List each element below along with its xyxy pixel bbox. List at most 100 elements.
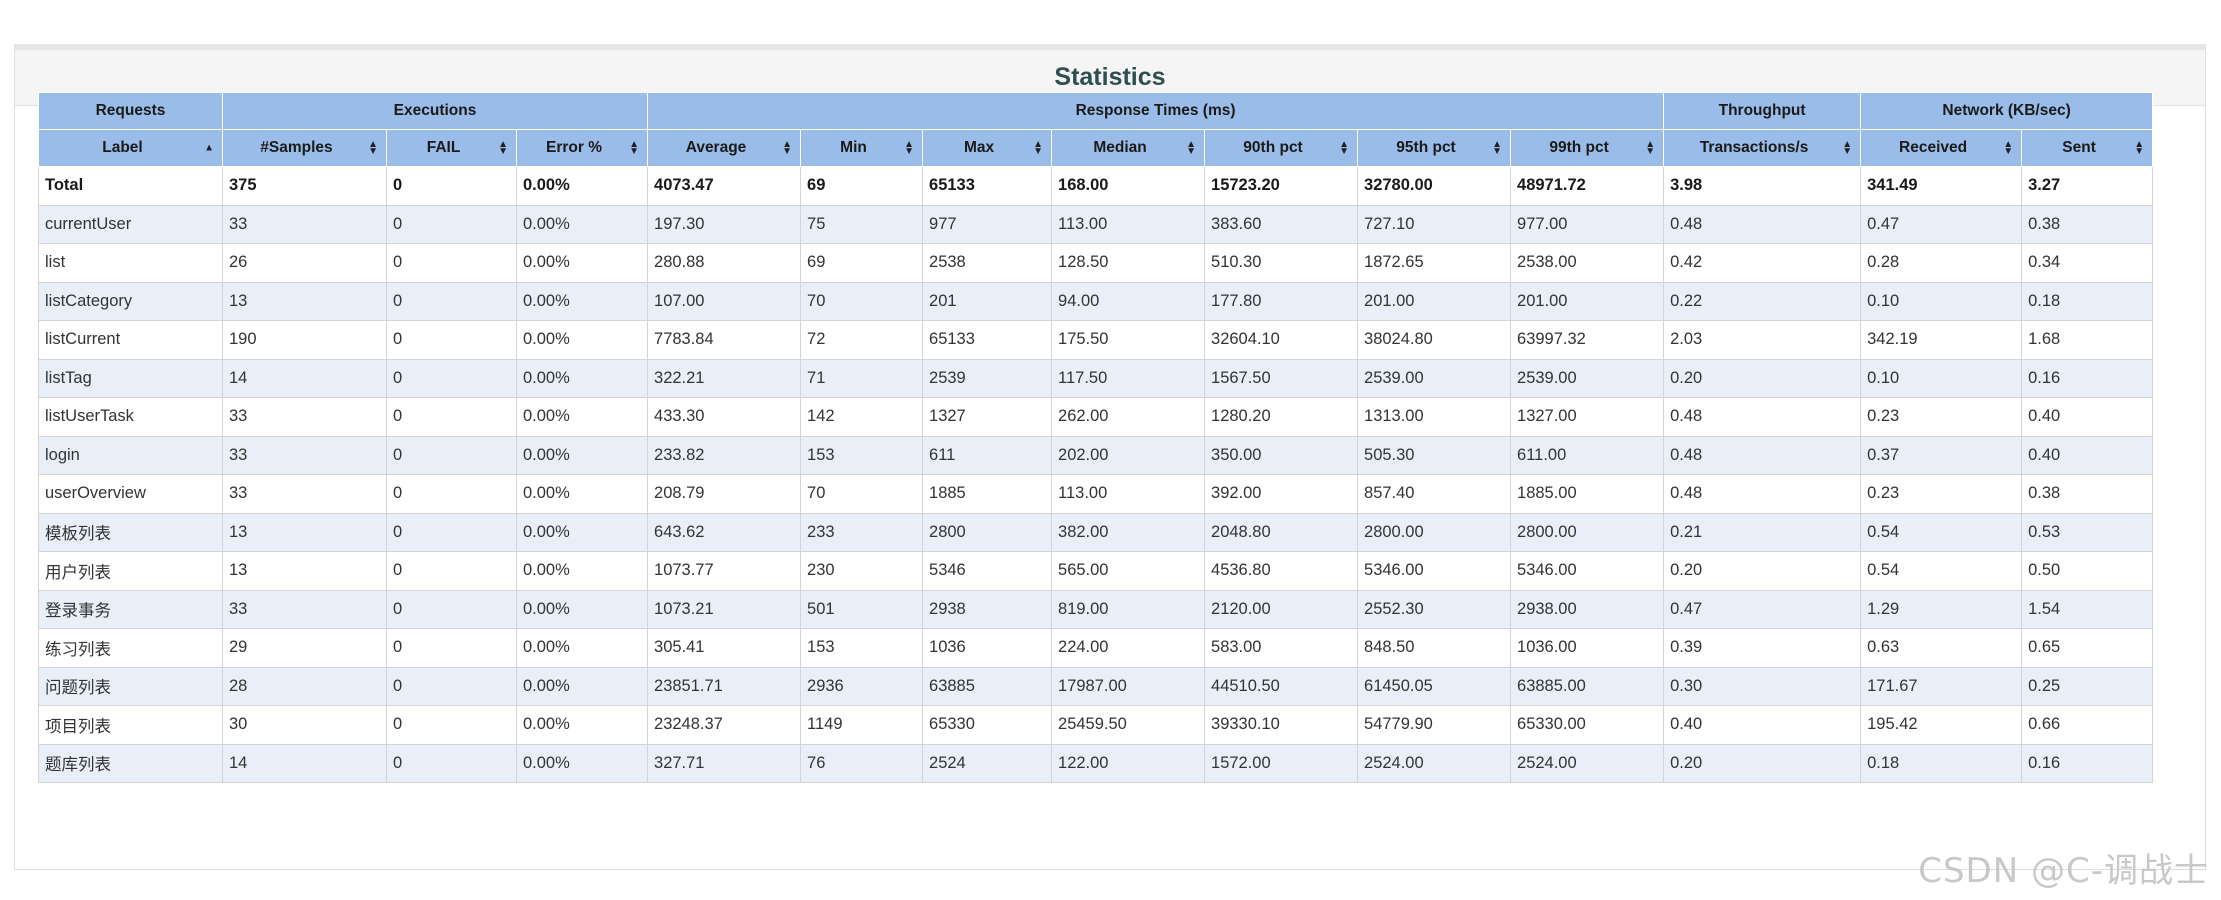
- column-header[interactable]: Label ▲: [38, 129, 223, 167]
- table-cell: 1036: [922, 628, 1053, 668]
- column-header[interactable]: Received ▲ ▼: [1860, 129, 2023, 167]
- sort-both-icon[interactable]: ▲ ▼: [498, 139, 508, 157]
- sort-ascending-icon[interactable]: ▲: [204, 142, 214, 154]
- statistics-table: Requests Executions Response Times (ms) Thr…: [38, 92, 2154, 783]
- table-cell: 0: [386, 589, 517, 629]
- table-cell: 2524.00: [1510, 743, 1665, 783]
- table-cell: 2538.00: [1510, 243, 1665, 283]
- row-label-cell: listCategory: [38, 281, 223, 321]
- column-header[interactable]: 95th pct ▲ ▼: [1357, 129, 1512, 167]
- table-cell: 13: [222, 281, 387, 321]
- sort-both-icon[interactable]: ▲ ▼: [2134, 139, 2145, 157]
- table-cell: 1.29: [1860, 589, 2023, 629]
- table-cell: 197.30: [647, 204, 802, 244]
- table-cell: 2800.00: [1510, 512, 1665, 552]
- table-row: userOverview 33 0 0.00% 208.79 70 1885 113.00 39…: [38, 474, 2154, 514]
- table-cell: 5346.00: [1510, 551, 1665, 591]
- column-header[interactable]: #Samples ▲ ▼: [222, 129, 387, 167]
- table-cell: 23248.37: [647, 705, 802, 745]
- sort-both-icon[interactable]: ▲ ▼: [1339, 139, 1350, 157]
- table-cell: 44510.50: [1204, 666, 1359, 706]
- sort-both-icon[interactable]: ▲ ▼: [368, 139, 378, 157]
- table-cell: 0: [386, 281, 517, 321]
- table-cell: 76: [800, 743, 924, 783]
- table-row: listCurrent 190 0 0.00% 7783.84 72 65133 175.50…: [38, 320, 2154, 360]
- table-cell: 48971.72: [1510, 166, 1665, 206]
- sort-both-icon[interactable]: ▲ ▼: [1186, 139, 1197, 157]
- table-cell: 727.10: [1357, 204, 1512, 244]
- table-cell: 33: [222, 589, 387, 629]
- row-label-cell: 练习列表: [38, 628, 223, 668]
- table-cell: 32780.00: [1357, 166, 1512, 206]
- sort-both-icon[interactable]: ▲ ▼: [2003, 139, 2014, 157]
- table-cell: 0.00%: [515, 474, 649, 514]
- table-cell: 13: [222, 512, 387, 552]
- table-cell: 2538: [922, 243, 1053, 283]
- table-cell: 107.00: [647, 281, 802, 321]
- table-cell: 0.23: [1860, 474, 2023, 514]
- sort-both-icon[interactable]: ▲ ▼: [1645, 139, 1656, 157]
- column-header[interactable]: FAIL ▲ ▼: [386, 129, 517, 167]
- table-row: 模板列表 13 0 0.00% 643.62 233 2800 382.00 2048.80 28…: [38, 512, 2154, 552]
- table-cell: 0.48: [1663, 435, 1862, 475]
- watermark: CSDN @C-调战士: [1918, 851, 2209, 891]
- column-header[interactable]: 90th pct ▲ ▼: [1204, 129, 1359, 167]
- table-cell: 0.00%: [515, 281, 649, 321]
- table-cell: 201.00: [1357, 281, 1512, 321]
- sort-both-icon[interactable]: ▲ ▼: [1492, 139, 1503, 157]
- table-cell: 0.30: [1663, 666, 1862, 706]
- table-cell: 94.00: [1051, 281, 1206, 321]
- sort-both-icon[interactable]: ▲ ▼: [629, 139, 640, 157]
- column-header[interactable]: Median ▲ ▼: [1051, 129, 1206, 167]
- column-header[interactable]: Average ▲ ▼: [647, 129, 802, 167]
- column-header-label: Max: [963, 139, 995, 156]
- column-header[interactable]: Transactions/s ▲ ▼: [1663, 129, 1862, 167]
- table-cell: 0.21: [1663, 512, 1862, 552]
- table-cell: 341.49: [1860, 166, 2023, 206]
- table-cell: 29: [222, 628, 387, 668]
- table-cell: 69: [800, 243, 924, 283]
- sort-both-icon[interactable]: ▲ ▼: [1842, 139, 1853, 157]
- table-cell: 233.82: [647, 435, 802, 475]
- table-cell: 0.47: [1860, 204, 2023, 244]
- column-header[interactable]: Sent ▲ ▼: [2021, 129, 2154, 167]
- table-cell: 0: [386, 243, 517, 283]
- table-cell: 977.00: [1510, 204, 1665, 244]
- table-row: 问题列表 28 0 0.00% 23851.71 2936 63885 17987.00 445…: [38, 666, 2154, 706]
- column-header[interactable]: Error % ▲ ▼: [515, 129, 649, 167]
- table-cell: 1572.00: [1204, 743, 1359, 783]
- table-cell: 153: [800, 435, 924, 475]
- table-cell: 2120.00: [1204, 589, 1359, 629]
- table-cell: 65133: [922, 320, 1053, 360]
- panel-title: Statistics: [1054, 63, 1166, 91]
- column-header[interactable]: Max ▲ ▼: [922, 129, 1053, 167]
- table-cell: 0.00%: [515, 666, 649, 706]
- table-cell: 583.00: [1204, 628, 1359, 668]
- row-label-cell: currentUser: [38, 204, 223, 244]
- table-cell: 61450.05: [1357, 666, 1512, 706]
- table-cell: 2800: [922, 512, 1053, 552]
- table-cell: 65133: [922, 166, 1053, 206]
- table-cell: 2936: [800, 666, 924, 706]
- table-cell: 1073.21: [647, 589, 802, 629]
- table-cell: 0.54: [1860, 551, 2023, 591]
- table-cell: 0: [386, 166, 517, 206]
- sort-both-icon[interactable]: ▲ ▼: [904, 139, 915, 157]
- table-cell: 1036.00: [1510, 628, 1665, 668]
- table-cell: 195.42: [1860, 705, 2023, 745]
- table-cell: 383.60: [1204, 204, 1359, 244]
- column-header-label: Min: [840, 139, 867, 156]
- column-header[interactable]: 99th pct ▲ ▼: [1510, 129, 1665, 167]
- table-cell: 0.22: [1663, 281, 1862, 321]
- table-cell: 2539.00: [1357, 358, 1512, 398]
- table-cell: 171.67: [1860, 666, 2023, 706]
- table-cell: 70: [800, 474, 924, 514]
- sort-both-icon[interactable]: ▲ ▼: [782, 139, 793, 157]
- table-cell: 39330.10: [1204, 705, 1359, 745]
- table-cell: 7783.84: [647, 320, 802, 360]
- sort-both-icon[interactable]: ▲ ▼: [1033, 139, 1044, 157]
- table-cell: 177.80: [1204, 281, 1359, 321]
- column-header[interactable]: Min ▲ ▼: [800, 129, 924, 167]
- row-label-cell: 问题列表: [38, 666, 223, 706]
- table-cell: 0.40: [2021, 397, 2154, 437]
